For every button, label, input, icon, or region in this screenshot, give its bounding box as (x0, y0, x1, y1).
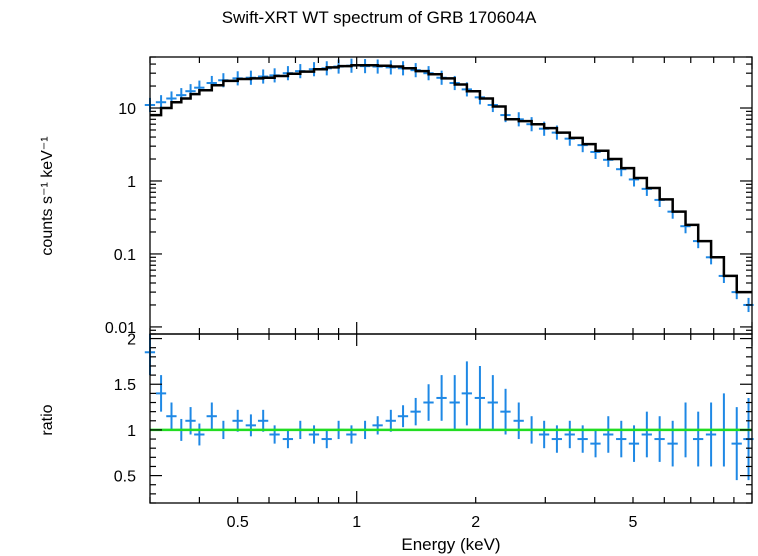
y-tick-label: 10 (118, 101, 136, 118)
x-axis-label: Energy (keV) (401, 535, 500, 554)
y-tick-label: 1.5 (114, 377, 136, 394)
ratio-axis-label: ratio (39, 404, 56, 435)
spectrum-data-points (144, 58, 754, 313)
x-tick-label: 2 (471, 514, 480, 531)
model-line (150, 64, 752, 294)
y-tick-label: 0.1 (114, 247, 136, 264)
chart-title: Swift-XRT WT spectrum of GRB 170604A (221, 8, 537, 27)
y-tick-label: 0.5 (114, 469, 136, 486)
y-tick-label: 1 (127, 423, 136, 440)
x-tick-label: 5 (629, 514, 638, 531)
y-axis-label: counts s⁻¹ keV⁻¹ (39, 136, 56, 255)
y-tick-label: 2 (127, 332, 136, 349)
bottom-panel-frame (149, 333, 753, 504)
top-panel-frame (149, 56, 753, 335)
ratio-data-points (144, 334, 754, 481)
y-tick-label: 0.01 (105, 320, 136, 337)
y-tick-label: 1 (127, 174, 136, 191)
x-tick-label: 1 (352, 514, 361, 531)
x-tick-label: 0.5 (227, 514, 249, 531)
